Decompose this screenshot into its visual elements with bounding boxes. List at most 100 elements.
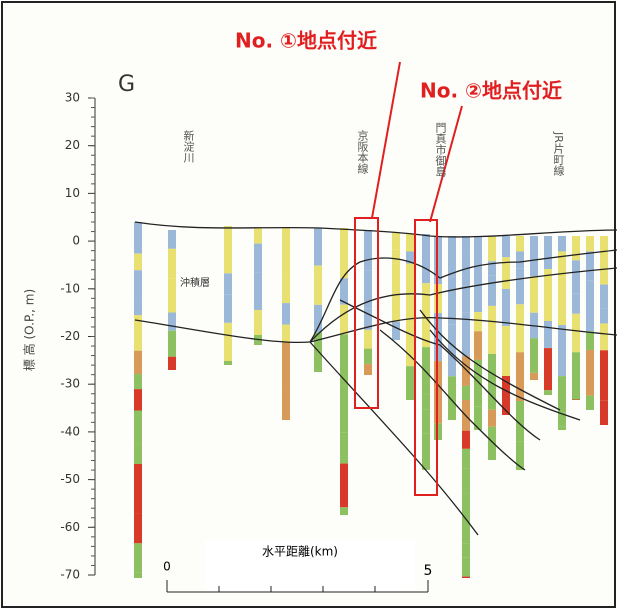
borehole-segment: [134, 543, 142, 572]
borehole-segment: [254, 272, 262, 310]
scale-start: 0: [163, 560, 171, 574]
borehole-segment: [134, 411, 142, 445]
place-label: 門真市御島: [434, 122, 447, 178]
diagram: G 3020100-10-20-30-40-50-60-70 標 高 (O.P.…: [0, 0, 617, 609]
borehole-segment: [488, 354, 496, 382]
borehole-segment: [448, 236, 456, 276]
borehole-segment: [340, 433, 348, 464]
borehole-segment: [168, 357, 176, 370]
borehole-segment: [586, 331, 594, 350]
borehole-segment: [474, 284, 482, 312]
borehole-segment: [474, 312, 482, 331]
borehole-segment: [392, 322, 400, 340]
borehole-segment: [530, 338, 538, 373]
borehole-segment: [134, 270, 142, 300]
borehole-segment: [364, 330, 372, 349]
borehole-segment: [488, 306, 496, 354]
y-tick-label: -40: [60, 424, 80, 438]
borehole-segment: [600, 323, 608, 350]
scale-title: 水平距離(km): [262, 545, 338, 559]
borehole-segment: [422, 409, 430, 433]
borehole-segment: [224, 226, 232, 273]
borehole-segment: [134, 300, 142, 315]
borehole-segment: [134, 254, 142, 271]
borehole-segment: [600, 350, 608, 400]
borehole-segment: [224, 323, 232, 361]
borehole-segment: [340, 464, 348, 508]
borehole-segment: [488, 410, 496, 427]
borehole-segment: [364, 349, 372, 364]
borehole-segment: [224, 295, 232, 323]
borehole-segment: [516, 327, 524, 352]
borehole-segment: [516, 251, 524, 268]
borehole-segment: [502, 236, 510, 257]
borehole-segment: [474, 331, 482, 360]
borehole-segment: [134, 445, 142, 464]
y-tick-label: -60: [60, 520, 80, 534]
borehole-segment: [282, 303, 290, 324]
borehole-segment: [314, 228, 322, 266]
borehole-segment: [586, 396, 594, 410]
borehole-segment: [572, 399, 580, 400]
borehole-segment: [406, 324, 414, 366]
borehole-segment: [544, 348, 552, 390]
borehole-segment: [406, 264, 414, 279]
borehole-segment: [572, 368, 580, 399]
borehole-segment: [314, 266, 322, 279]
borehole-segment: [474, 407, 482, 430]
borehole-segment: [544, 390, 552, 395]
borehole-segment: [364, 364, 372, 375]
y-tick-label: 20: [65, 138, 80, 152]
borehole-segment: [600, 400, 608, 425]
borehole-segment: [462, 544, 470, 557]
borehole-segment: [406, 366, 414, 400]
borehole-segment: [558, 236, 566, 251]
section-label: G: [118, 72, 135, 97]
borehole-segment: [314, 333, 322, 372]
borehole-segment: [600, 309, 608, 324]
borehole-segment: [558, 299, 566, 325]
borehole-segment: [282, 274, 290, 304]
borehole-segment: [530, 276, 538, 312]
place-label: JR片町線: [552, 131, 565, 176]
borehole-segment: [340, 386, 348, 433]
place-label: 京阪本線: [356, 129, 369, 174]
borehole-segment: [462, 469, 470, 494]
borehole-segment: [254, 310, 262, 335]
borehole-segment: [600, 236, 608, 285]
borehole-segment: [558, 376, 566, 413]
borehole-segment: [254, 244, 262, 272]
borehole-segment: [462, 557, 470, 576]
y-tick-label: 10: [65, 186, 80, 200]
borehole-segment: [422, 321, 430, 347]
borehole-segment: [282, 342, 290, 385]
borehole-segment: [502, 326, 510, 376]
axis-label: 標 高 (O.P., m): [22, 289, 37, 371]
y-tick-label: 0: [72, 234, 80, 248]
borehole-segment: [168, 249, 176, 279]
borehole-segment: [134, 514, 142, 544]
borehole-segment: [340, 507, 348, 515]
borehole-segment: [134, 389, 142, 410]
borehole-segment: [314, 279, 322, 305]
borehole-segment: [168, 331, 176, 357]
borehole-segment: [392, 295, 400, 321]
borehole-segment: [462, 449, 470, 469]
borehole-segment: [572, 260, 580, 293]
borehole-segment: [516, 352, 524, 401]
borehole-segment: [282, 325, 290, 342]
borehole-segment: [462, 356, 470, 386]
borehole-segment: [572, 236, 580, 260]
borehole-segment: [422, 433, 430, 469]
borehole-segment: [530, 236, 538, 276]
borehole-segment: [392, 250, 400, 264]
borehole-segment: [488, 236, 496, 261]
borehole-segment: [586, 281, 594, 331]
borehole-segment: [340, 228, 348, 278]
callout: No. ②地点付近: [420, 79, 562, 103]
borehole-segment: [282, 228, 290, 274]
borehole-segment: [530, 373, 538, 380]
layer-label: 沖積層: [180, 276, 210, 289]
borehole-segment: [586, 350, 594, 396]
borehole-segment: [364, 230, 372, 270]
